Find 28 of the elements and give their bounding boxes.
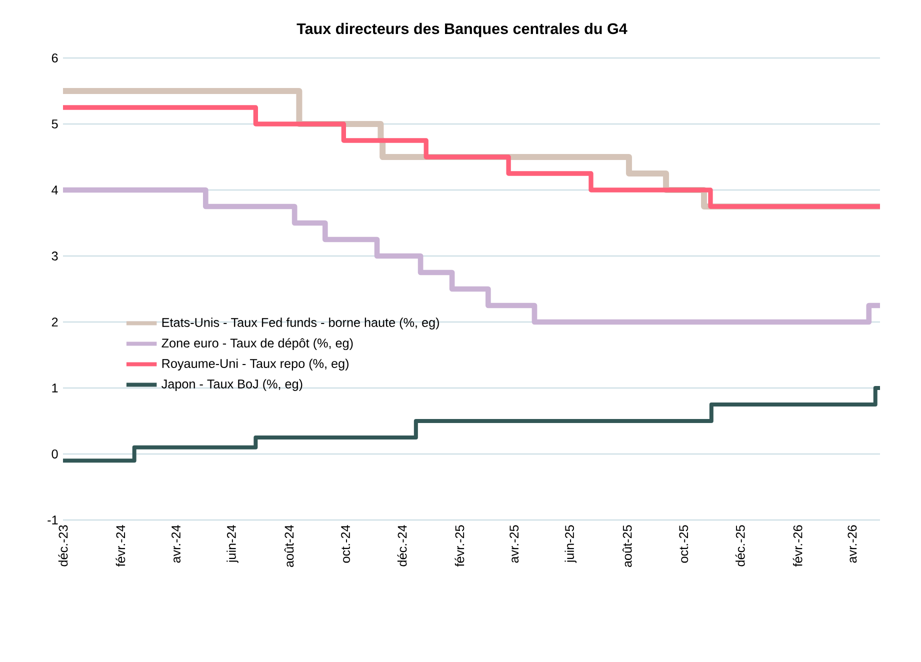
x-tick-label: avr.-24	[172, 525, 180, 563]
x-tick-label: juin-25	[564, 525, 577, 563]
x-tick-label: juin-24	[226, 525, 238, 563]
x-tick-label: août-24	[284, 525, 294, 567]
y-tick-label: 3	[52, 252, 58, 260]
y-tick-label: 2	[52, 318, 58, 326]
x-tick-label: avr.-25	[510, 525, 519, 563]
x-tick-label: févr.-24	[116, 525, 126, 567]
x-tick-label: févr.-25	[454, 525, 464, 567]
x-tick-label: oct.-24	[341, 525, 350, 563]
x-tick-label: avr.-26	[848, 525, 857, 563]
y-tick-label: 6	[52, 54, 58, 62]
x-tick-label: déc.-24	[397, 525, 407, 566]
y-tick-label: 5	[52, 120, 58, 128]
x-tick-label: févr.-26	[792, 525, 802, 567]
y-tick-label: 4	[52, 186, 58, 194]
legend-label: Royaume-Uni - Taux repo (%, eg)	[162, 358, 348, 370]
y-tick-label: 0	[52, 450, 58, 458]
x-tick-label: déc.-25	[735, 525, 745, 566]
y-tick-label: 1	[52, 384, 58, 392]
x-tick-label: oct.-25	[679, 525, 688, 563]
x-tick-label: août-25	[622, 525, 632, 567]
legend-label: Zone euro - Taux de dépôt (%, eg)	[162, 338, 353, 350]
legend-label: Etats-Unis - Taux Fed funds - borne haute (%, eg)	[162, 318, 439, 330]
y-tick-label: -1	[48, 516, 58, 524]
legend-label: Japon - Taux BoJ (%, eg)	[162, 379, 302, 391]
x-tick-label: déc.-23	[58, 525, 68, 566]
chart-title: Taux directeurs des Banques centrales du G4	[296, 22, 628, 38]
